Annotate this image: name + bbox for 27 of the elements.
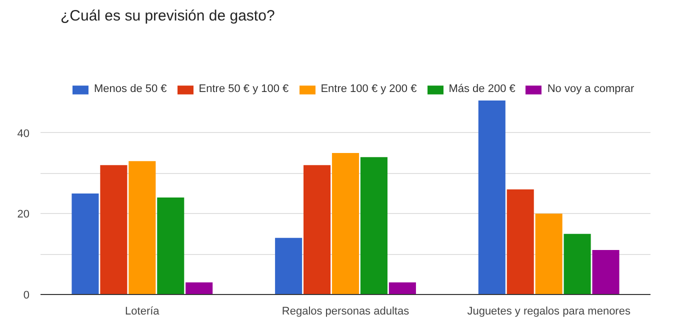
bar: [304, 165, 331, 294]
x-tick-label: Juguetes y regalos para menores: [467, 306, 631, 318]
bar: [275, 238, 302, 294]
bar: [100, 165, 128, 294]
bar: [186, 282, 213, 294]
bar: [72, 193, 99, 294]
bar: [506, 189, 534, 294]
bar: [157, 198, 184, 294]
bar: [388, 282, 416, 294]
bar: [128, 161, 156, 294]
legend-label: No voy a comprar: [547, 83, 634, 95]
bar: [535, 214, 562, 294]
legend-label: Entre 50 € y 100 €: [198, 83, 289, 95]
y-tick-label: 40: [17, 128, 30, 140]
y-tick-label: 0: [23, 290, 30, 302]
legend-label: Más de 200 €: [448, 83, 516, 95]
chart-title: ¿Cuál es su previsión de gasto?: [60, 8, 275, 24]
x-tick-label: Lotería: [125, 306, 160, 318]
bar: [478, 100, 506, 294]
bar: [332, 153, 360, 294]
bar: [592, 250, 620, 294]
x-tick-label: Regalos personas adultas: [282, 306, 410, 318]
bar: [564, 234, 591, 294]
bar: [360, 157, 388, 294]
legend-label: Menos de 50 €: [94, 83, 167, 95]
legend-label: Entre 100 € y 200 €: [320, 83, 417, 95]
y-tick-label: 20: [17, 208, 30, 221]
